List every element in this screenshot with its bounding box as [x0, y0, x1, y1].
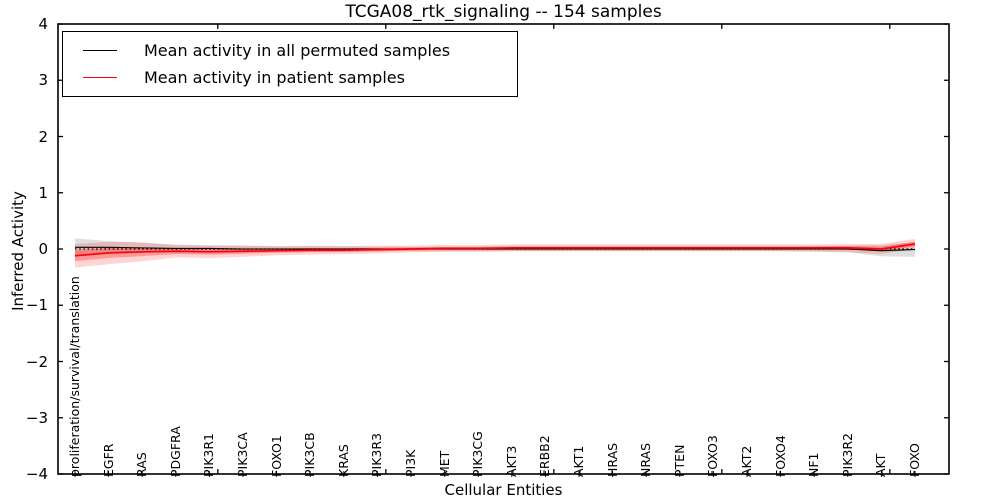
x-tick-label: PIK3CG	[470, 431, 486, 477]
y-tick-label: −2	[25, 352, 48, 371]
legend: Mean activity in all permuted samples Mea…	[62, 31, 518, 97]
x-tick-label: NF1	[806, 452, 822, 478]
legend-label: Mean activity in all permuted samples	[144, 40, 451, 60]
x-tick-label: NRAS	[638, 442, 654, 477]
y-tick-label: −1	[25, 296, 48, 315]
x-tick-label: EGFR	[100, 443, 116, 477]
x-tick-label: AKT2	[739, 445, 754, 477]
x-tick-label: FOXO3	[705, 435, 721, 477]
x-tick-label: RAS	[134, 452, 150, 477]
x-tick-label: PI3K	[403, 449, 418, 477]
y-tick-label: 0	[38, 240, 48, 258]
x-tick-label: proliferation/survival/translation	[67, 276, 82, 477]
y-tick-label: 3	[38, 71, 48, 90]
y-tick-label: 4	[38, 15, 48, 33]
x-tick-label: PIK3R1	[201, 432, 217, 477]
y-tick-label: 2	[38, 127, 48, 146]
chart-title: TCGA08_rtk_signaling -- 154 samples	[345, 2, 662, 22]
legend-line-swatch	[83, 77, 117, 79]
x-tick-label: PIK3CA	[235, 432, 250, 477]
x-tick-label: HRAS	[604, 442, 620, 477]
legend-label: Mean activity in patient samples	[144, 68, 405, 88]
x-tick-label: PTEN	[671, 444, 687, 477]
x-tick-label: MET	[436, 450, 452, 477]
x-tick-label: ERBB2	[537, 435, 553, 477]
x-axis-label: Cellular Entities	[444, 481, 563, 499]
legend-entry: Mean activity in patient samples	[63, 68, 517, 87]
y-tick-label: −4	[25, 465, 48, 483]
x-tick-label: FOXO1	[268, 435, 284, 477]
legend-line-swatch	[83, 49, 117, 51]
y-tick-label: 1	[38, 183, 48, 202]
x-tick-label: FOXO4	[772, 435, 788, 477]
legend-entry: Mean activity in all permuted samples	[63, 41, 517, 60]
x-tick-label: FOXO	[907, 443, 922, 477]
patient-band-outer	[75, 238, 915, 268]
patient-band-inner	[75, 241, 915, 262]
y-tick-label: −3	[25, 408, 48, 427]
x-tick-label: PIK3R3	[369, 432, 385, 477]
x-tick-label: AKT3	[503, 445, 519, 477]
x-tick-label: KRAS	[335, 444, 351, 477]
x-tick-label: AKT1	[571, 445, 586, 477]
patient-mean-line	[74, 243, 916, 257]
x-tick-label: PIK3R2	[839, 432, 855, 477]
x-tick-label: PDGFRA	[167, 426, 183, 477]
x-tick-label: PIK3CB	[302, 432, 318, 477]
x-tick-label: AKT	[873, 453, 889, 477]
